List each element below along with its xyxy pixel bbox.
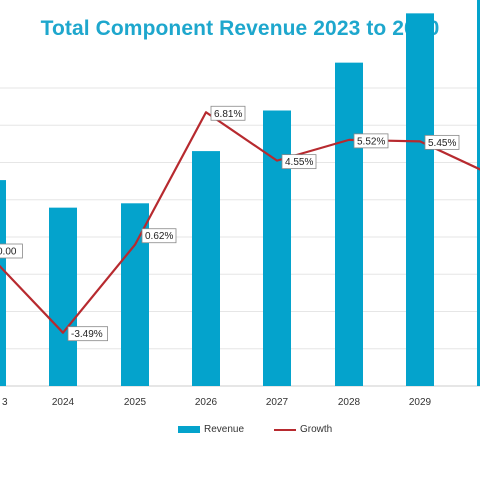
svg-text:6.81%: 6.81% <box>214 109 242 120</box>
x-tick-label: 2028 <box>338 397 361 408</box>
x-tick-label: 2027 <box>266 397 289 408</box>
data-label-growth-2026: 6.81% <box>210 105 246 121</box>
legend-swatch-revenue <box>178 426 200 433</box>
x-tick-label: 2026 <box>195 397 218 408</box>
svg-text:0.62%: 0.62% <box>145 231 173 242</box>
data-label-growth-2027: 4.55% <box>281 154 317 170</box>
x-tick-label: 2029 <box>409 397 432 408</box>
legend-label-revenue: Revenue <box>204 424 245 435</box>
bar-revenue-2023 <box>0 180 6 386</box>
legend-label-growth: Growth <box>300 424 333 435</box>
data-label-growth-2024: -3.49% <box>67 326 108 342</box>
bar-revenue-2029 <box>406 13 434 386</box>
x-tick-label: 2025 <box>124 397 147 408</box>
bar-revenue-2027 <box>263 110 291 386</box>
data-label-growth-2025: 0.62% <box>141 228 177 244</box>
bar-revenue-2028 <box>335 62 363 387</box>
line-growth <box>0 111 480 334</box>
svg-text:-3.49%: -3.49% <box>71 329 103 340</box>
legend-item-growth: Growth <box>274 424 332 435</box>
x-tick-label: 2024 <box>52 397 75 408</box>
legend-swatch-growth <box>274 428 296 431</box>
legend: Revenue Growth <box>0 424 480 440</box>
data-label-growth-2029: 5.45% <box>424 134 460 150</box>
svg-text:5.52%: 5.52% <box>357 136 385 147</box>
bar-revenue-2030 <box>477 0 480 387</box>
data-label-growth-2023: 0.00 <box>0 243 23 259</box>
chart-title: Total Component Revenue 2023 to 2030 <box>40 17 440 40</box>
bar-revenue-2024 <box>49 207 77 386</box>
data-label-growth-2028: 5.52% <box>353 133 389 149</box>
svg-text:0.00: 0.00 <box>0 247 17 258</box>
legend-item-revenue: Revenue <box>178 424 244 435</box>
svg-text:4.55%: 4.55% <box>285 157 313 168</box>
x-tick-label: 3 <box>2 397 8 408</box>
chart-plot: 0.00 -3.49% 0.62% 6.81% 4.55% 5.52% 5.45% 3 202… <box>0 0 480 408</box>
bar-revenue-2026 <box>192 151 220 386</box>
svg-text:5.45%: 5.45% <box>428 138 456 149</box>
